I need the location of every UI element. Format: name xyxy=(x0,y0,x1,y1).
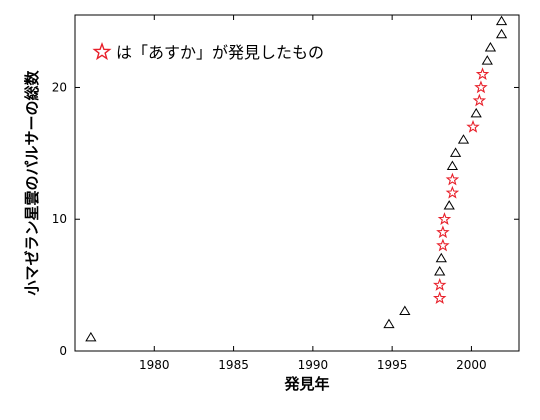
x-tick-label: 2000 xyxy=(456,358,487,372)
legend-label: は「あすか」が発見したもの xyxy=(116,43,324,62)
star-point xyxy=(466,119,480,133)
star-point xyxy=(445,185,460,199)
triangle-point xyxy=(495,28,508,39)
star-point xyxy=(432,278,447,291)
triangle-point xyxy=(484,41,497,52)
triangle-point xyxy=(434,265,446,276)
x-tick-label: 1990 xyxy=(298,358,329,372)
x-tick-label: 1985 xyxy=(218,358,249,372)
star-point xyxy=(474,80,488,94)
triangle-point xyxy=(399,305,411,315)
plot-frame xyxy=(74,14,520,352)
star-point xyxy=(445,172,460,186)
y-tick-label: 0 xyxy=(59,344,67,358)
triangle-point xyxy=(443,200,455,210)
triangle-point xyxy=(481,55,493,65)
y-tick-label: 20 xyxy=(52,80,67,94)
axis-ticks: 1980 1985 1990 1995 2000 0 10 20 xyxy=(52,15,519,372)
star-point xyxy=(472,93,487,107)
y-axis-label: 小マゼラン星雲のパルサーの総数 xyxy=(23,70,41,296)
x-tick-label: 1995 xyxy=(377,358,408,372)
triangle-point xyxy=(85,331,97,342)
triangle-point xyxy=(470,107,482,118)
star-point xyxy=(437,212,452,225)
x-axis-label: 発見年 xyxy=(283,375,329,393)
triangle-point xyxy=(383,318,395,329)
legend: は「あすか」が発見したもの xyxy=(92,41,324,62)
triangle-point xyxy=(495,15,508,26)
star-point xyxy=(436,225,450,239)
triangle-point xyxy=(435,252,447,263)
x-tick-label: 1980 xyxy=(139,358,170,372)
y-tick-label: 10 xyxy=(52,212,67,226)
data-marks xyxy=(85,15,508,342)
legend-star-icon xyxy=(92,41,112,61)
star-point xyxy=(432,291,447,305)
triangle-point xyxy=(457,134,470,144)
triangle-point xyxy=(446,160,459,171)
star-point xyxy=(475,67,490,81)
star-point xyxy=(436,238,450,252)
triangle-point xyxy=(449,147,462,157)
